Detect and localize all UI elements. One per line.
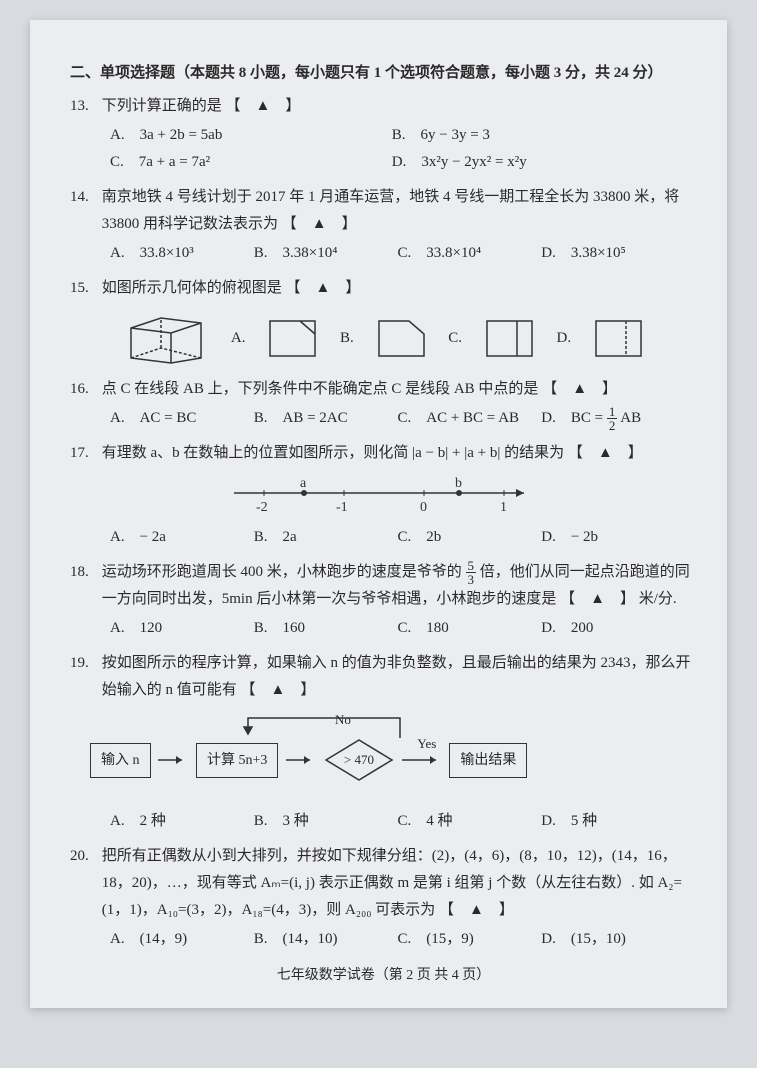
q16: 16. 点 C 在线段 AB 上，下列条件中不能确定点 C 是线段 AB 中点的… — [70, 376, 697, 432]
svg-text:-1: -1 — [336, 500, 348, 515]
opt-c: C. 7a + a = 7a² — [110, 149, 370, 176]
opt-d: D. (15，10) — [541, 926, 681, 953]
q-num: 14. — [70, 184, 98, 211]
opts: A. AC = BC B. AB = 2AC C. AC + BC = AB D… — [70, 405, 697, 432]
opts: A. (14，9) B. (14，10) C. (15，9) D. (15，10… — [70, 926, 697, 953]
opt-a: A. AC = BC — [110, 405, 250, 432]
flowchart: No 输入 n 计算 5n+3 > 470 Yes 输出结果 — [70, 716, 697, 796]
q-num: 16. — [70, 376, 98, 403]
opt-b: B. 2a — [254, 524, 394, 551]
exam-page: 二、单项选择题（本题共 8 小题，每小题只有 1 个选项符合题意，每小题 3 分… — [30, 20, 727, 1008]
q-num: 17. — [70, 440, 98, 467]
opt-d: D. 5 种 — [541, 808, 681, 835]
q-num: 19. — [70, 650, 98, 677]
opt-label: C. — [448, 325, 462, 352]
opt-b: B. (14，10) — [254, 926, 394, 953]
shape-c-icon — [482, 316, 537, 361]
opt-d: D. − 2b — [541, 524, 681, 551]
flow-calc: 计算 5n+3 — [196, 743, 278, 778]
opt-a: A. (14，9) — [110, 926, 250, 953]
shape-d-icon — [591, 316, 646, 361]
opt-b: B. 3 种 — [254, 808, 394, 835]
opts: A. 2 种 B. 3 种 C. 4 种 D. 5 种 — [70, 808, 697, 835]
opts: A. 3a + 2b = 5ab B. 6y − 3y = 3 C. 7a + … — [70, 122, 697, 176]
opt-c: C. 33.8×10⁴ — [398, 240, 538, 267]
flow-input: 输入 n — [90, 743, 151, 778]
opt-c: C. AC + BC = AB — [398, 405, 538, 432]
q15: 15. 如图所示几何体的俯视图是 【 ▲ 】 A. B. C. D. — [70, 275, 697, 368]
q-text: 南京地铁 4 号线计划于 2017 年 1 月通车运营，地铁 4 号线一期工程全… — [102, 184, 697, 238]
q-num: 20. — [70, 843, 98, 870]
opt-c: C. 4 种 — [398, 808, 538, 835]
opt-d: D. 3x²y − 2yx² = x²y — [392, 149, 527, 176]
opt-a: A. 33.8×10³ — [110, 240, 250, 267]
opts: A. − 2a B. 2a C. 2b D. − 2b — [70, 524, 697, 551]
svg-text:b: b — [455, 476, 462, 491]
section-title: 二、单项选择题（本题共 8 小题，每小题只有 1 个选项符合题意，每小题 3 分… — [70, 60, 697, 87]
flow-yes: Yes — [417, 732, 436, 755]
opts: A. 33.8×10³ B. 3.38×10⁴ C. 33.8×10⁴ D. 3… — [70, 240, 697, 267]
opt-a: A. 120 — [110, 615, 250, 642]
opt-b: B. 3.38×10⁴ — [254, 240, 394, 267]
q-text: 按如图所示的程序计算，如果输入 n 的值为非负整数，且最后输出的结果为 2343… — [102, 650, 697, 704]
opt-d: D. 3.38×10⁵ — [541, 240, 681, 267]
q-num: 15. — [70, 275, 98, 302]
q14: 14. 南京地铁 4 号线计划于 2017 年 1 月通车运营，地铁 4 号线一… — [70, 184, 697, 267]
opt-a: A. − 2a — [110, 524, 250, 551]
q-text: 如图所示几何体的俯视图是 【 ▲ 】 — [102, 275, 697, 302]
opt-a: A. 2 种 — [110, 808, 250, 835]
opt-d: D. BC = 12 AB — [541, 405, 681, 432]
q-text: 运动场环形跑道周长 400 米，小林跑步的速度是爷爷的 53 倍，他们从同一起点… — [102, 559, 697, 613]
svg-text:-2: -2 — [256, 500, 268, 515]
opts: A. 120 B. 160 C. 180 D. 200 — [70, 615, 697, 642]
opt-label: B. — [340, 325, 354, 352]
flow-output: 输出结果 — [449, 743, 527, 778]
svg-text:1: 1 — [500, 500, 507, 515]
page-footer: 七年级数学试卷（第 2 页 共 4 页） — [70, 963, 697, 988]
arrow-icon — [286, 747, 316, 774]
q19: 19. 按如图所示的程序计算，如果输入 n 的值为非负整数，且最后输出的结果为 … — [70, 650, 697, 835]
opt-a: A. 3a + 2b = 5ab — [110, 122, 370, 149]
q20: 20. 把所有正偶数从小到大排列，并按如下规律分组：(2)，(4，6)，(8，1… — [70, 843, 697, 953]
q18: 18. 运动场环形跑道周长 400 米，小林跑步的速度是爷爷的 53 倍，他们从… — [70, 559, 697, 642]
shape-b-icon — [374, 316, 429, 361]
q-num: 13. — [70, 93, 98, 120]
figure-row: A. B. C. D. — [70, 308, 697, 368]
opt-b: B. 160 — [254, 615, 394, 642]
q-text: 下列计算正确的是 【 ▲ 】 — [102, 93, 697, 120]
opt-c: C. 180 — [398, 615, 538, 642]
q-text: 点 C 在线段 AB 上，下列条件中不能确定点 C 是线段 AB 中点的是 【 … — [102, 376, 697, 403]
q17: 17. 有理数 a、b 在数轴上的位置如图所示，则化简 |a − b| + |a… — [70, 440, 697, 551]
opt-label: D. — [557, 325, 572, 352]
q-text: 把所有正偶数从小到大排列，并按如下规律分组：(2)，(4，6)，(8，10，12… — [102, 843, 697, 924]
opt-c: C. 2b — [398, 524, 538, 551]
shape-a-icon — [265, 316, 320, 361]
flow-cond: > 470 — [324, 738, 394, 782]
opt-b: B. 6y − 3y = 3 — [392, 122, 490, 149]
opt-d: D. 200 — [541, 615, 681, 642]
opt-c: C. (15，9) — [398, 926, 538, 953]
q13: 13. 下列计算正确的是 【 ▲ 】 A. 3a + 2b = 5ab B. 6… — [70, 93, 697, 176]
q-text: 有理数 a、b 在数轴上的位置如图所示，则化简 |a − b| + |a + b… — [102, 440, 697, 467]
solid-3d-icon — [121, 308, 211, 368]
svg-text:0: 0 — [420, 500, 427, 515]
opt-label: A. — [231, 325, 246, 352]
q-num: 18. — [70, 559, 98, 586]
arrow-icon — [158, 747, 188, 774]
opt-b: B. AB = 2AC — [254, 405, 394, 432]
svg-text:a: a — [300, 476, 307, 491]
number-line-icon: a b -2 -1 0 1 — [70, 473, 697, 518]
